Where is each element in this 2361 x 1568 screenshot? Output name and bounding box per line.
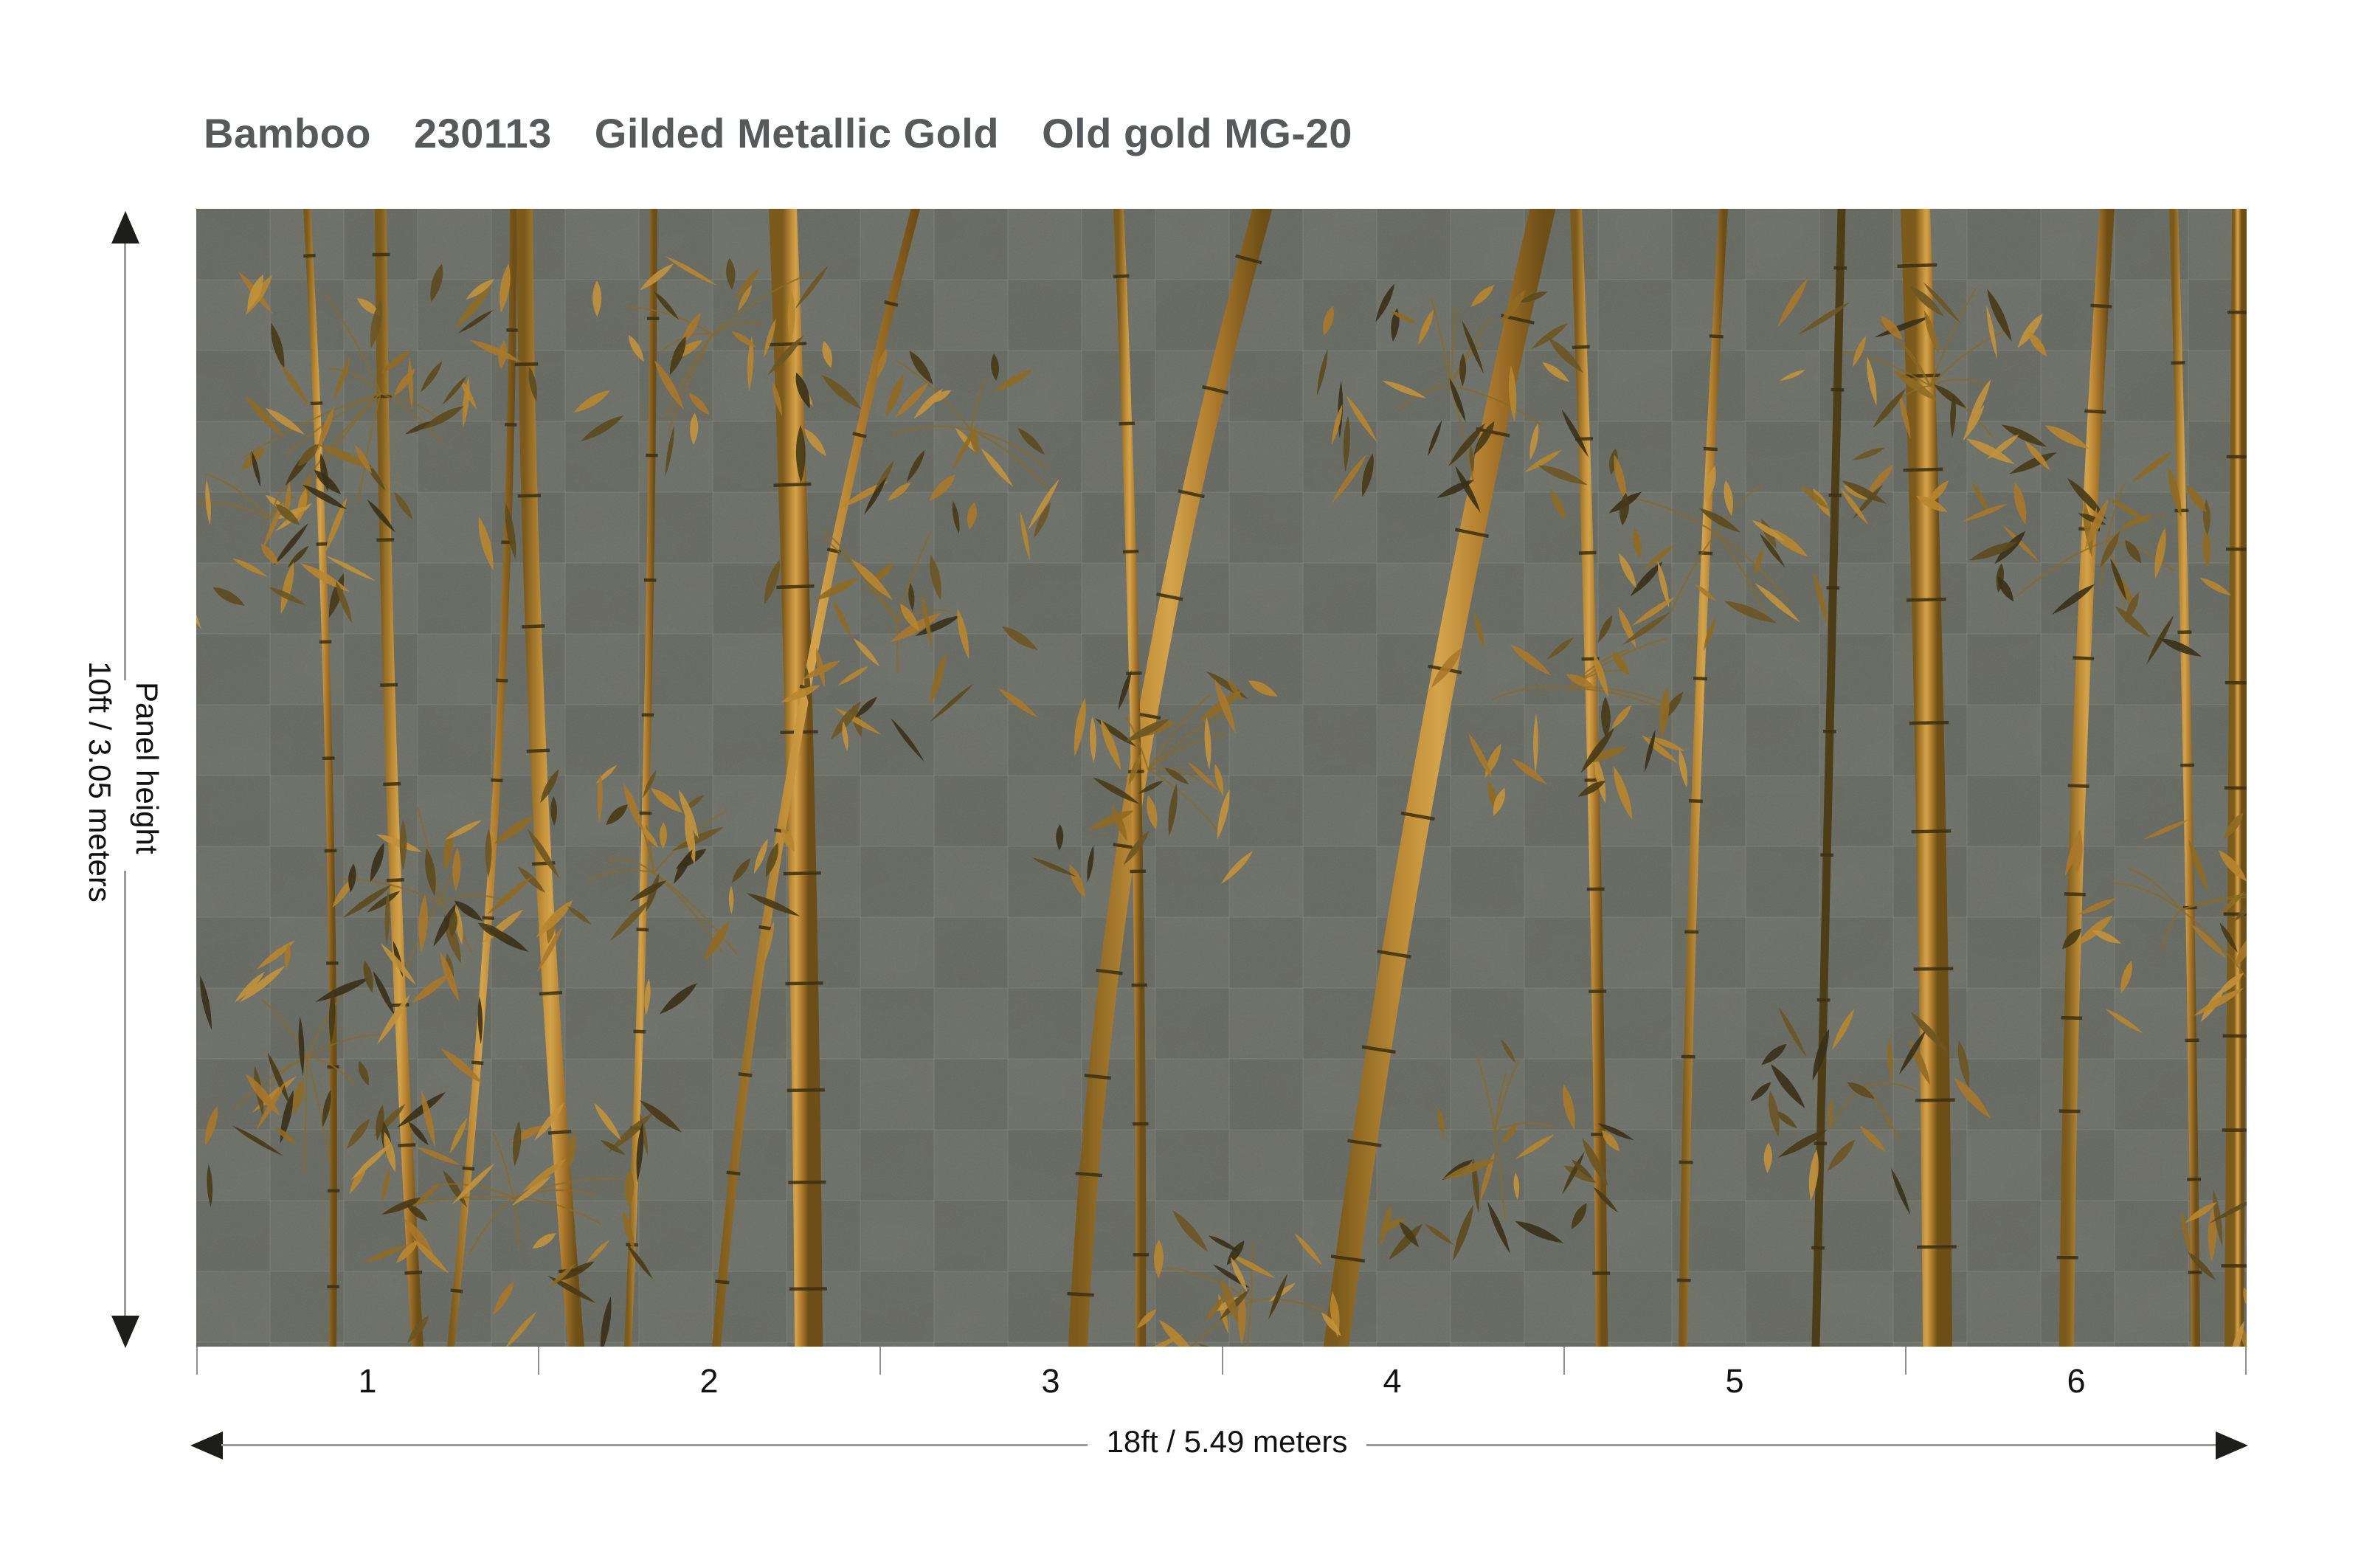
horizontal-dimension-line	[1366, 1444, 2216, 1446]
total-width-value: 18ft / 5.49 meters	[1106, 1424, 1348, 1459]
panel-number-2: 2	[699, 1362, 719, 1400]
panel-boundary-tick	[1905, 1347, 1907, 1375]
panel-number-1: 1	[358, 1362, 377, 1400]
left-arrow-icon	[190, 1431, 223, 1460]
right-arrow-icon	[2216, 1431, 2248, 1460]
panel-height-value: 10ft / 3.05 meters	[83, 661, 117, 902]
product-finish: Gilded Metallic Gold	[594, 110, 1000, 156]
product-colorway: Old gold MG-20	[1042, 110, 1352, 156]
panel-boundary-tick	[2245, 1347, 2247, 1375]
panel-number-4: 4	[1383, 1362, 1402, 1400]
panel-number-5: 5	[1725, 1362, 1744, 1400]
panel-number-3: 3	[1041, 1362, 1060, 1400]
panel-boundary-tick	[196, 1347, 198, 1375]
vertical-dimension-line	[124, 871, 126, 1316]
panel-boundary-tick	[1222, 1347, 1223, 1375]
panel-boundary-tick	[879, 1347, 881, 1375]
product-code: 230113	[414, 110, 552, 156]
bamboo-mural	[196, 209, 2247, 1347]
panel-boundary-tick	[538, 1347, 539, 1375]
panel-height-label: Panel height	[130, 682, 165, 854]
down-arrow-icon	[111, 1316, 139, 1348]
bamboo-mural-svg	[196, 209, 2247, 1347]
vertical-dimension-line	[124, 244, 126, 680]
panel-boundary-tick	[1563, 1347, 1565, 1375]
product-name: Bamboo	[204, 110, 371, 156]
up-arrow-icon	[111, 211, 139, 244]
page-title: Bamboo 230113 Gilded Metallic Gold Old gold…	[204, 109, 1352, 157]
horizontal-dimension-line	[221, 1444, 1088, 1446]
panel-number-6: 6	[2067, 1362, 2086, 1400]
